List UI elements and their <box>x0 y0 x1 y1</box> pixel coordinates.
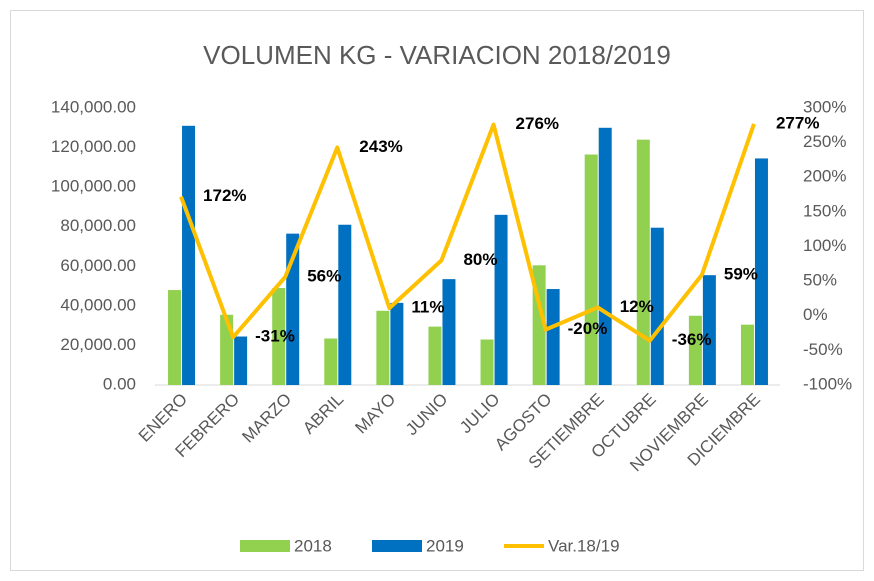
bar <box>688 315 702 385</box>
bar <box>390 302 404 385</box>
legend-swatch <box>372 540 422 552</box>
y-tick-label: 80,000.00 <box>60 216 136 235</box>
data-label: -20% <box>568 319 608 338</box>
data-label: 12% <box>620 297 654 316</box>
y2-tick-label: 250% <box>803 132 846 151</box>
y-tick-label: 20,000.00 <box>60 335 136 354</box>
data-label: 56% <box>307 266 341 285</box>
data-label: -31% <box>255 327 295 346</box>
legend-label: 2018 <box>294 536 332 555</box>
data-label: 59% <box>724 264 758 283</box>
data-label: 276% <box>516 114 559 133</box>
y2-tick-label: 300% <box>803 97 846 116</box>
bar <box>480 339 494 385</box>
y-tick-label: 100,000.00 <box>51 177 136 196</box>
bar <box>272 288 286 385</box>
y-tick-label: 0.00 <box>103 374 136 393</box>
bar <box>598 127 612 386</box>
y2-tick-label: 50% <box>803 271 837 290</box>
data-label: 172% <box>203 186 246 205</box>
y2-tick-label: -50% <box>803 340 843 359</box>
bar <box>182 125 196 386</box>
bar <box>650 227 664 385</box>
y-tick-label: 140,000.00 <box>51 97 136 116</box>
bar <box>376 310 390 385</box>
y2-tick-label: 100% <box>803 236 846 255</box>
y-tick-label: 120,000.00 <box>51 137 136 156</box>
bar <box>702 275 716 385</box>
bar <box>494 214 508 385</box>
bar <box>234 336 248 385</box>
chart-title: VOLUMEN KG - VARIACION 2018/2019 <box>203 40 671 70</box>
bar <box>428 326 442 385</box>
bar <box>442 279 456 385</box>
y-tick-label: 60,000.00 <box>60 256 136 275</box>
y2-tick-label: 150% <box>803 201 846 220</box>
legend-label: 2019 <box>426 536 464 555</box>
data-label: -36% <box>672 330 712 349</box>
y2-tick-label: -100% <box>803 374 852 393</box>
data-label: 277% <box>776 113 819 132</box>
legend-swatch <box>240 540 290 552</box>
bar <box>754 158 768 385</box>
line <box>179 122 756 343</box>
bar <box>740 324 754 385</box>
bar <box>168 290 182 385</box>
legend-label: Var.18/19 <box>548 536 620 555</box>
y-tick-label: 40,000.00 <box>60 295 136 314</box>
y2-tick-label: 200% <box>803 167 846 186</box>
data-label: 80% <box>463 250 497 269</box>
bar <box>584 154 598 385</box>
data-label: 243% <box>359 137 402 156</box>
data-label: 11% <box>411 298 444 317</box>
bar <box>338 224 352 385</box>
bar <box>546 289 560 385</box>
y2-tick-label: 0% <box>803 305 828 324</box>
bar <box>324 338 338 385</box>
bar <box>636 139 650 385</box>
chart-border <box>10 10 864 571</box>
